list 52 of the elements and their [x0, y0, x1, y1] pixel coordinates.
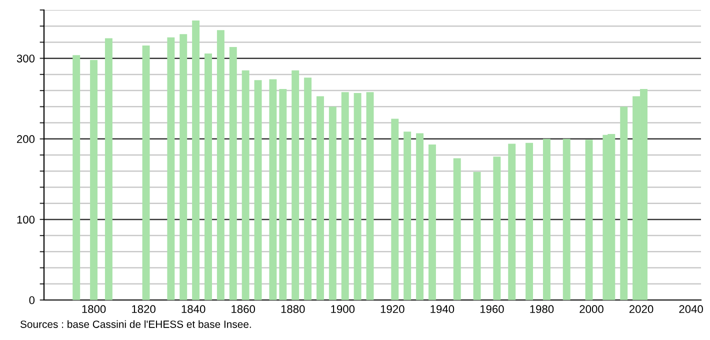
bar — [254, 80, 262, 300]
x-tick-label: 1820 — [132, 305, 156, 314]
source-note: Sources : base Cassini de l'EHESS et base Insee. — [20, 320, 251, 328]
x-tick-label: 2000 — [580, 305, 604, 314]
bar — [526, 142, 534, 300]
bar — [304, 78, 312, 300]
x-tick-label: 1980 — [530, 305, 554, 314]
bar — [493, 156, 501, 300]
bar — [391, 118, 399, 300]
bar — [167, 37, 175, 300]
bar — [416, 133, 424, 300]
x-tick-label: 1920 — [380, 305, 404, 314]
bar — [453, 158, 461, 300]
bar — [180, 34, 188, 300]
x-tick-label: 2040 — [679, 305, 703, 314]
bar — [404, 132, 412, 300]
x-tick-label: 1940 — [430, 305, 454, 314]
x-tick-label: 1860 — [232, 305, 256, 314]
bar — [72, 55, 80, 300]
x-tick-label: 1880 — [281, 305, 305, 314]
bar — [216, 30, 224, 300]
x-tick-label: 1960 — [480, 305, 504, 314]
bar — [142, 45, 150, 300]
bar — [269, 79, 277, 300]
bar — [316, 96, 324, 300]
bar — [90, 60, 98, 300]
bar — [292, 70, 300, 300]
bar — [328, 106, 336, 300]
x-tick-label: 1840 — [182, 305, 206, 314]
bar — [204, 54, 212, 300]
x-tick-label: 2020 — [629, 305, 654, 314]
bar — [508, 144, 516, 300]
bar — [562, 138, 570, 300]
y-tick-label: 300 — [16, 54, 35, 62]
bar — [104, 38, 112, 300]
y-tick-label: 200 — [16, 135, 35, 144]
bar — [428, 144, 436, 300]
y-tick-label: 100 — [17, 216, 35, 224]
bar — [620, 106, 628, 300]
x-tick-label: 1900 — [331, 305, 355, 314]
bar — [354, 92, 362, 300]
bar — [279, 88, 287, 300]
bar — [242, 70, 250, 300]
y-tick-label: 0 — [29, 296, 35, 304]
bar — [229, 47, 237, 300]
bar — [473, 172, 481, 300]
bar — [192, 20, 200, 300]
x-tick-label: 1800 — [82, 305, 106, 314]
bar — [341, 92, 349, 300]
bar — [585, 140, 593, 300]
bar — [542, 138, 550, 300]
bar — [366, 92, 374, 300]
